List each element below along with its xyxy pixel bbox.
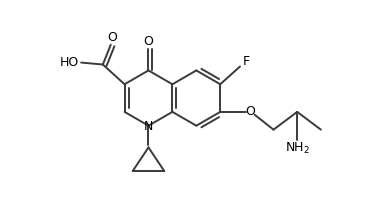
Text: O: O xyxy=(143,35,153,48)
Text: NH$_2$: NH$_2$ xyxy=(285,141,310,156)
Text: N: N xyxy=(144,120,153,133)
Text: O: O xyxy=(107,31,117,44)
Text: F: F xyxy=(242,55,250,68)
Text: HO: HO xyxy=(60,56,79,69)
Text: O: O xyxy=(245,105,255,118)
